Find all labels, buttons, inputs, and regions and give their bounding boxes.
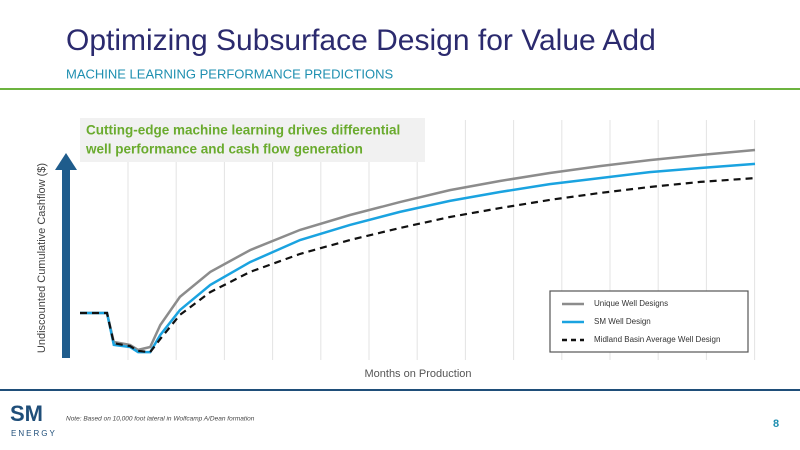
note: Note: Based on 10,000 foot lateral in Wo… [66, 416, 255, 423]
callout-box [80, 118, 425, 162]
callout: well performance and cash flow generatio… [85, 142, 363, 157]
callout: Cutting-edge machine learning drives dif… [86, 123, 400, 138]
divider [0, 88, 800, 90]
footer-rule [0, 389, 800, 391]
y-axis-label: Undiscounted Cumulative Cashflow ($) [36, 163, 48, 353]
x-axis-label: Months on Production [364, 368, 471, 380]
legend-label: Midland Basin Average Well Design [594, 335, 720, 344]
arrow-head [55, 153, 77, 170]
legend-label: Unique Well Designs [594, 299, 668, 308]
subtitle: MACHINE LEARNING PERFORMANCE PREDICTIONS [66, 66, 394, 81]
page-number: 8 [773, 418, 779, 430]
title: Optimizing Subsurface Design for Value A… [66, 24, 656, 57]
logo: SM [10, 401, 43, 426]
legend-label: SM Well Design [594, 317, 651, 326]
series-line [80, 177, 756, 354]
logo-tagline: ENERGY [11, 429, 57, 438]
